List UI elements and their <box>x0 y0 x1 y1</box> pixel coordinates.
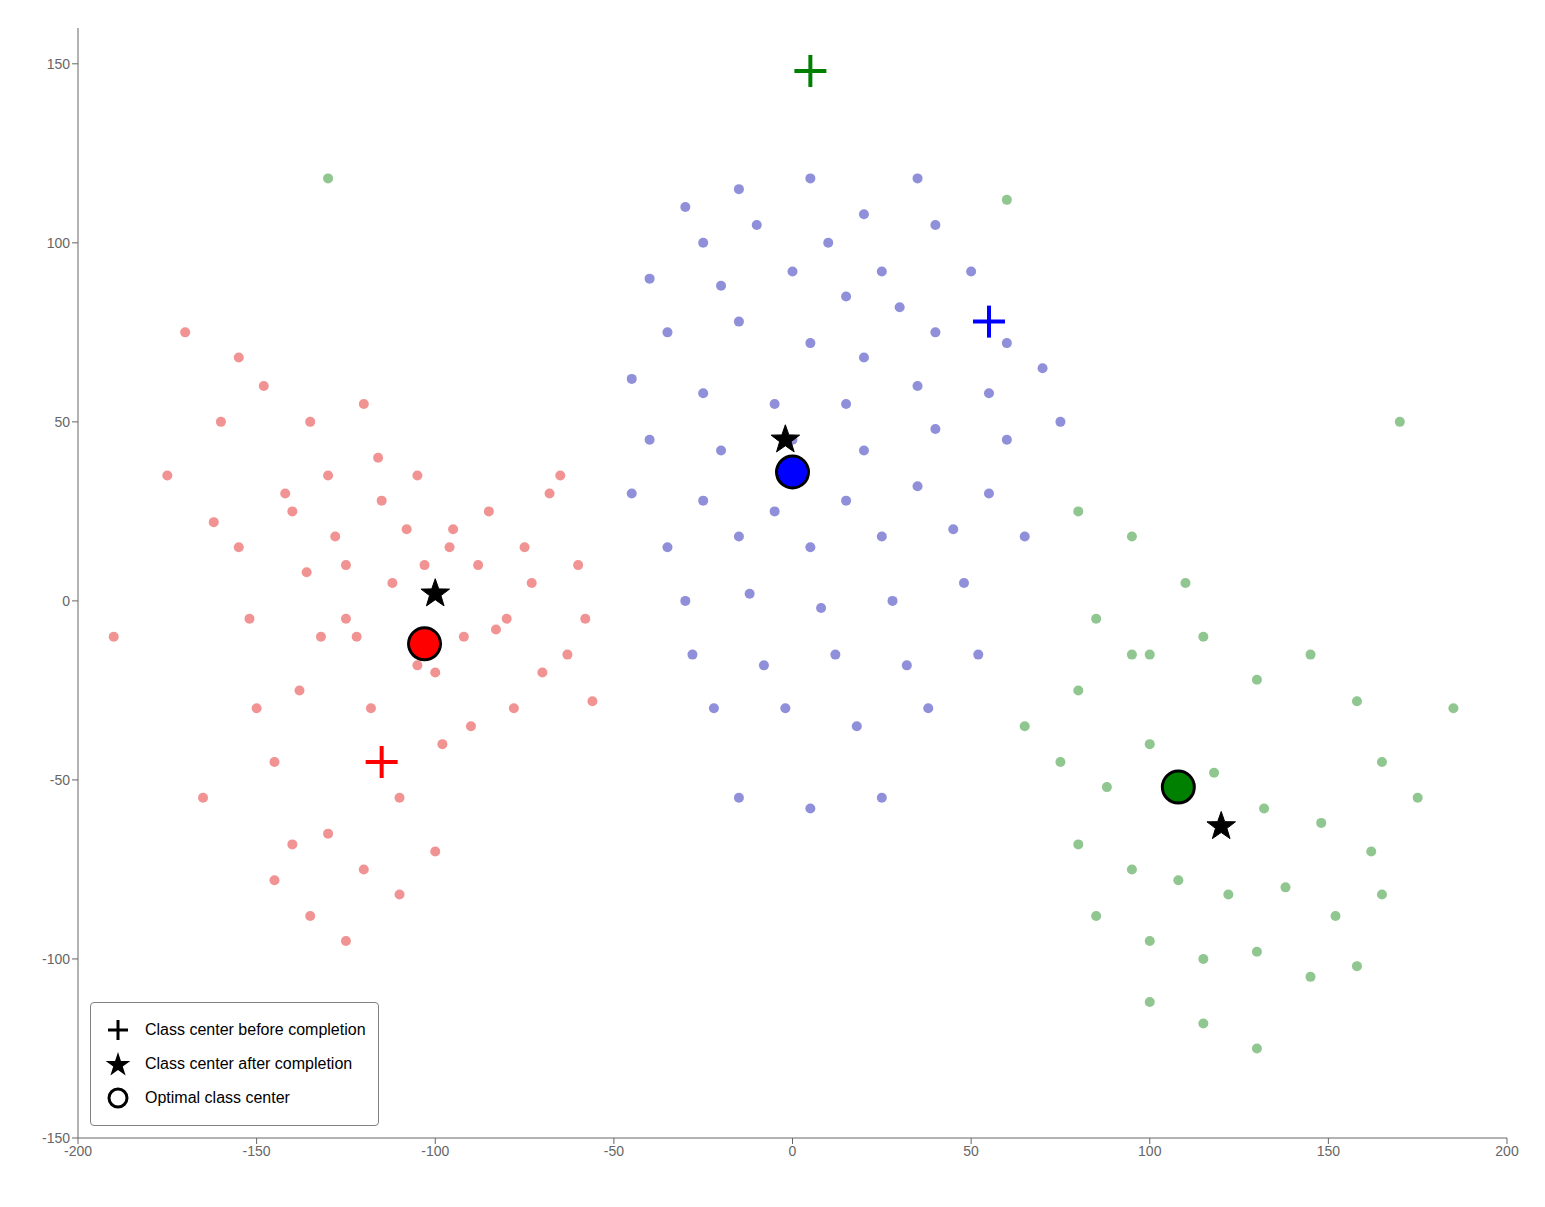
svg-text:50: 50 <box>963 1143 979 1159</box>
svg-text:-50: -50 <box>50 772 70 788</box>
svg-text:-50: -50 <box>604 1143 624 1159</box>
svg-text:0: 0 <box>789 1143 797 1159</box>
svg-text:150: 150 <box>1317 1143 1341 1159</box>
svg-text:-100: -100 <box>42 951 70 967</box>
svg-text:100: 100 <box>47 235 71 251</box>
svg-text:150: 150 <box>47 56 71 72</box>
svg-text:50: 50 <box>54 414 70 430</box>
svg-text:100: 100 <box>1138 1143 1162 1159</box>
svg-text:0: 0 <box>62 593 70 609</box>
svg-text:-150: -150 <box>243 1143 271 1159</box>
svg-text:-200: -200 <box>64 1142 92 1159</box>
svg-text:-150: -150 <box>42 1130 70 1146</box>
html-text:Class center before completion: Class center before completion <box>145 1021 366 1038</box>
svg-text:200: 200 <box>1495 1143 1519 1159</box>
svg-text:-100: -100 <box>421 1143 449 1159</box>
html-text:Class center after completion: Class center after completion <box>145 1055 353 1072</box>
html-text:Optimal class center: Optimal class center <box>145 1089 290 1106</box>
